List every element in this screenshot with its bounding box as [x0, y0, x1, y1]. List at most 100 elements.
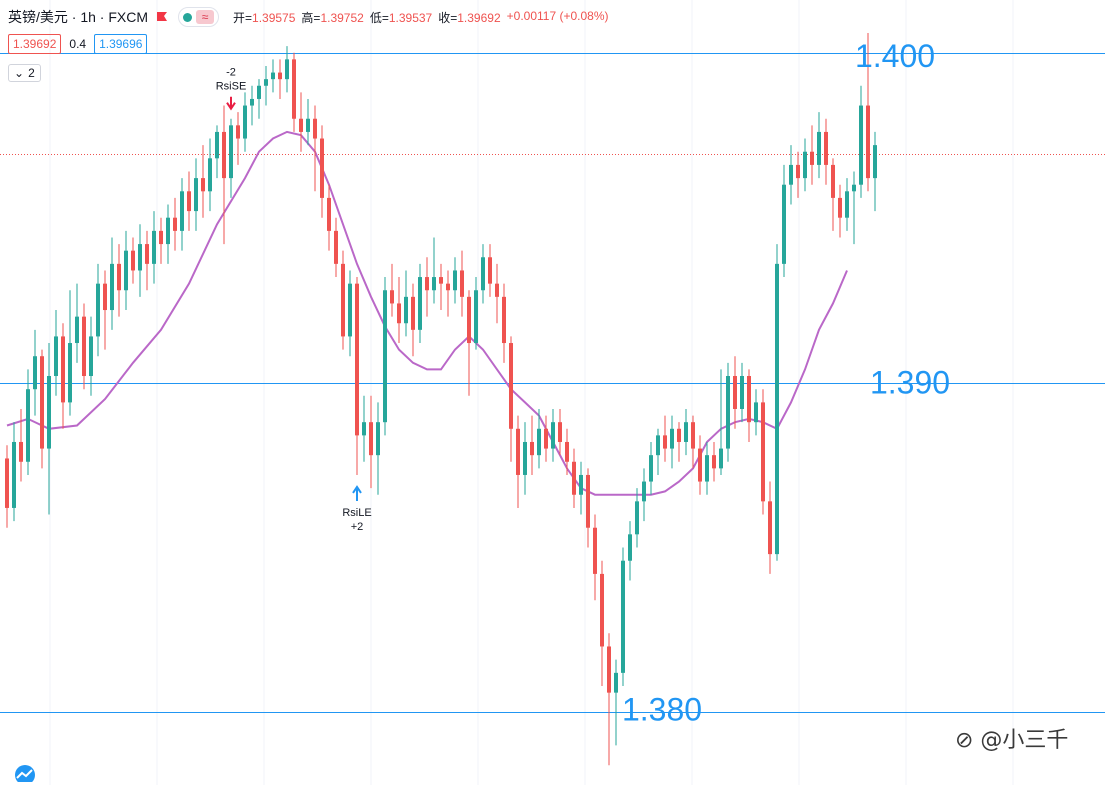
candle[interactable] — [75, 283, 79, 363]
candle[interactable] — [768, 481, 772, 574]
candle[interactable] — [684, 408, 688, 456]
candle[interactable] — [215, 125, 219, 179]
candle[interactable] — [187, 171, 191, 231]
candle[interactable] — [376, 402, 380, 495]
short-signal[interactable]: -2 RsiSE — [216, 67, 247, 111]
candle[interactable] — [68, 290, 72, 416]
candle[interactable] — [320, 125, 324, 218]
candle[interactable] — [159, 217, 163, 264]
candle[interactable] — [677, 422, 681, 462]
moving-average-line[interactable] — [6, 130, 848, 496]
candle[interactable] — [236, 112, 240, 165]
candle[interactable] — [166, 204, 170, 264]
candle[interactable] — [327, 184, 331, 251]
candle[interactable] — [740, 362, 744, 423]
indicators-toggle-button[interactable]: ⌄ 2 — [8, 64, 41, 82]
candle[interactable] — [117, 244, 121, 317]
candle[interactable] — [509, 336, 513, 462]
status-pill[interactable]: ≈ — [178, 7, 220, 27]
candle[interactable] — [670, 415, 674, 469]
candle[interactable] — [579, 461, 583, 515]
candle[interactable] — [110, 237, 114, 330]
candle[interactable] — [432, 237, 436, 304]
candle[interactable] — [551, 408, 555, 462]
candle[interactable] — [810, 125, 814, 185]
candle[interactable] — [313, 105, 317, 192]
candle[interactable] — [82, 303, 86, 390]
symbol-title[interactable]: 英镑/美元 · 1h · FXCM — [8, 9, 149, 25]
candle[interactable] — [726, 362, 730, 462]
candle[interactable] — [663, 415, 667, 462]
candle[interactable] — [33, 329, 37, 416]
buy-price-button[interactable]: 1.39696 — [94, 34, 148, 54]
candle[interactable] — [712, 441, 716, 482]
candle[interactable] — [537, 408, 541, 469]
candle[interactable] — [789, 145, 793, 205]
candle[interactable] — [96, 263, 100, 357]
candle[interactable] — [131, 237, 135, 284]
candle[interactable] — [397, 277, 401, 344]
candle[interactable] — [257, 79, 261, 119]
candle[interactable] — [558, 408, 562, 456]
candle[interactable] — [222, 105, 226, 245]
candle[interactable] — [474, 277, 478, 350]
candle[interactable] — [845, 178, 849, 231]
candle[interactable] — [47, 343, 51, 515]
candle[interactable] — [600, 560, 604, 687]
candle[interactable] — [586, 468, 590, 548]
candle[interactable] — [194, 158, 198, 231]
candle[interactable] — [782, 164, 786, 278]
candle[interactable] — [446, 270, 450, 317]
candle[interactable] — [453, 257, 457, 304]
candle[interactable] — [775, 244, 779, 561]
candle[interactable] — [229, 118, 233, 198]
flag-icon[interactable] — [156, 11, 168, 23]
candle[interactable] — [628, 521, 632, 581]
candle[interactable] — [761, 389, 765, 515]
candle[interactable] — [439, 263, 443, 311]
candle[interactable] — [796, 151, 800, 198]
candle[interactable] — [481, 244, 485, 304]
candle[interactable] — [54, 310, 58, 396]
candle[interactable] — [404, 270, 408, 337]
candle[interactable] — [243, 92, 247, 152]
candle[interactable] — [698, 435, 702, 495]
candle[interactable] — [565, 428, 569, 475]
candle[interactable] — [201, 145, 205, 218]
candle[interactable] — [705, 441, 709, 495]
candle[interactable] — [285, 46, 289, 93]
candle[interactable] — [145, 230, 149, 291]
candle[interactable] — [859, 85, 863, 198]
candle[interactable] — [250, 85, 254, 126]
candle[interactable] — [306, 98, 310, 146]
candle[interactable] — [334, 217, 338, 278]
candle[interactable] — [803, 138, 807, 192]
long-signal[interactable]: RsiLE +2 — [342, 485, 372, 533]
candle[interactable] — [40, 349, 44, 469]
candle[interactable] — [348, 270, 352, 357]
candle[interactable] — [593, 514, 597, 601]
tradingview-logo-icon[interactable] — [12, 764, 38, 782]
candle[interactable] — [369, 395, 373, 489]
candle[interactable] — [656, 428, 660, 475]
candle[interactable] — [516, 415, 520, 508]
candle[interactable] — [838, 184, 842, 238]
candle[interactable] — [733, 356, 737, 429]
candle[interactable] — [544, 415, 548, 462]
candle[interactable] — [831, 158, 835, 231]
candle[interactable] — [572, 448, 576, 508]
sell-price-button[interactable]: 1.39692 — [8, 34, 62, 54]
candle[interactable] — [495, 263, 499, 324]
candle[interactable] — [103, 270, 107, 350]
candle[interactable] — [824, 118, 828, 185]
candle[interactable] — [390, 263, 394, 317]
candle[interactable] — [152, 211, 156, 284]
candle[interactable] — [642, 468, 646, 522]
candle[interactable] — [383, 277, 387, 436]
candle[interactable] — [19, 408, 23, 482]
candle[interactable] — [817, 112, 821, 179]
candle[interactable] — [138, 224, 142, 297]
candle[interactable] — [278, 59, 282, 99]
candle[interactable] — [635, 488, 639, 548]
